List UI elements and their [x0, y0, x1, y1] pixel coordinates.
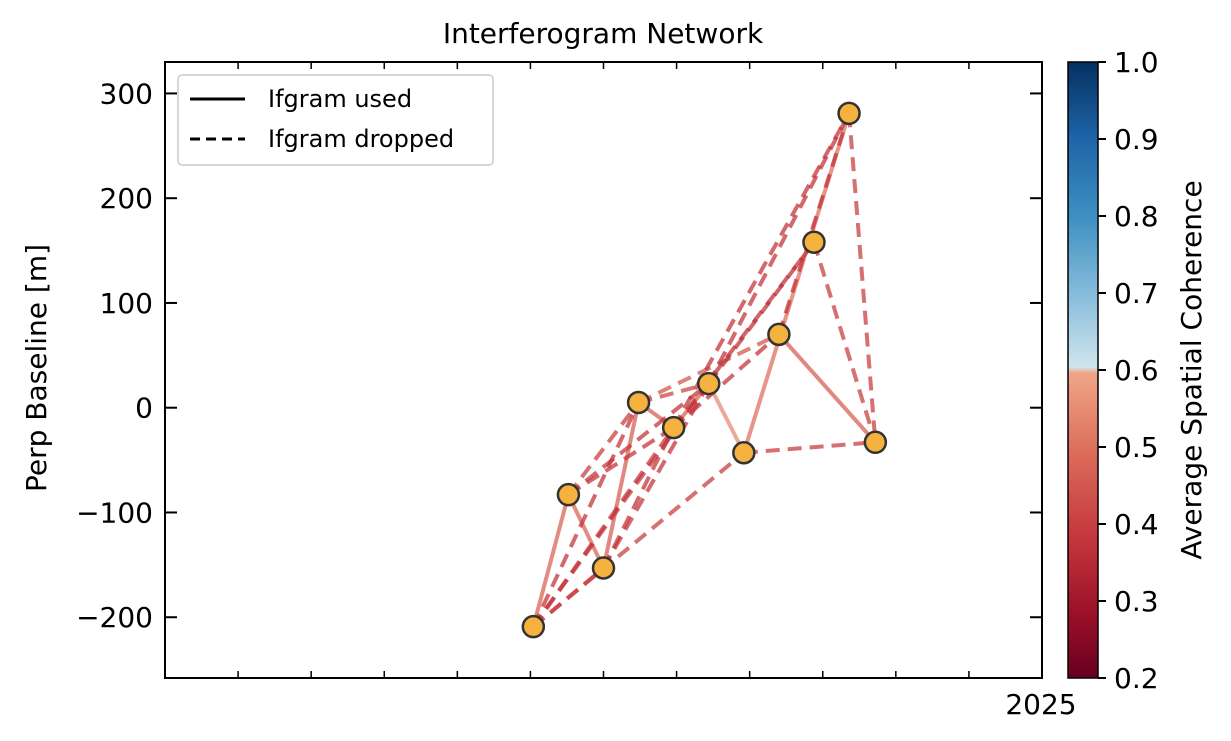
ifgram-dropped-line: [601, 382, 711, 569]
plot-frame: [164, 61, 1043, 679]
colorbar-tick-label: 0.5: [1114, 431, 1159, 464]
ifgram-dropped-line: [776, 112, 851, 335]
acquisition-point: [556, 482, 581, 507]
colorbar-tick-label: 0.6: [1114, 354, 1159, 387]
ifgram-used-line: [777, 333, 877, 444]
ifgram-used-line: [706, 382, 746, 454]
ifgram-dropped-line: [567, 382, 710, 497]
colorbar-tick-label: 0.4: [1114, 508, 1159, 541]
ifgram-lines: [531, 112, 878, 629]
acquisition-point: [732, 441, 756, 465]
acquisition-point: [802, 230, 826, 254]
acquisition-point: [696, 371, 721, 396]
y-tick-label: 100: [100, 287, 153, 320]
legend: Ifgram used Ifgram dropped: [177, 74, 494, 166]
ifgram-dropped-line: [672, 332, 781, 430]
x-ticks: [237, 62, 1043, 678]
y-tick-label: 200: [100, 182, 153, 215]
y-tick-label: −200: [76, 601, 153, 634]
ifgram-dropped-line: [706, 112, 851, 385]
acquisition-point: [521, 614, 546, 639]
colorbar-tick-label: 0.3: [1114, 585, 1159, 618]
legend-box: [177, 74, 494, 166]
acquisition-point: [767, 322, 791, 347]
x-tick-label-2025: 2025: [1005, 688, 1076, 721]
colorbar-label: Average Spatial Coherence: [1175, 180, 1208, 559]
y-tick-label: −100: [76, 496, 153, 529]
y-tick-labels: −200 −100 0 100 200 300: [76, 77, 153, 634]
ifgram-dropped-line: [707, 240, 816, 385]
ifgram-dropped-line: [672, 240, 816, 429]
colorbar-tick-label: 0.2: [1114, 662, 1159, 695]
acquisition-point: [626, 390, 651, 415]
legend-used-label: Ifgram used: [268, 85, 412, 113]
ifgram-dropped-line: [638, 381, 710, 405]
y-tick-label: 300: [100, 77, 153, 110]
ifgram-used-line: [601, 402, 641, 569]
acquisition-point: [661, 415, 686, 440]
acquisition-point: [863, 430, 888, 455]
acquisition-point: [591, 556, 616, 580]
legend-dropped-label: Ifgram dropped: [268, 125, 454, 153]
ifgram-used-line: [566, 493, 606, 569]
colorbar-tick-label: 0.7: [1114, 277, 1159, 310]
y-tick-label: 0: [135, 392, 153, 425]
colorbar-tick-label: 0.9: [1114, 123, 1159, 156]
y-axis-label: Perp Baseline [m]: [20, 244, 53, 492]
chart-title: Interferogram Network: [443, 17, 764, 50]
colorbar-ticks: 0.2 0.3 0.4 0.5 0.6 0.7 0.8 0.9 1.0: [1098, 46, 1159, 695]
ifgram-dropped-line: [847, 113, 878, 443]
colorbar: [1067, 61, 1099, 679]
ifgram-dropped-line: [566, 401, 641, 496]
acquisition-point: [837, 101, 861, 126]
colorbar-tick-label: 0.8: [1114, 200, 1159, 233]
acquisition-points: [521, 101, 888, 639]
ifgram-dropped-line: [531, 401, 641, 628]
colorbar-tick-label: 1.0: [1114, 46, 1159, 79]
ifgram-used-line: [531, 494, 571, 628]
ifgram-dropped-line: [812, 241, 878, 443]
ifgram-dropped-line: [532, 451, 746, 629]
ifgram-dropped-line: [743, 440, 876, 455]
y-ticks: [165, 92, 1042, 619]
